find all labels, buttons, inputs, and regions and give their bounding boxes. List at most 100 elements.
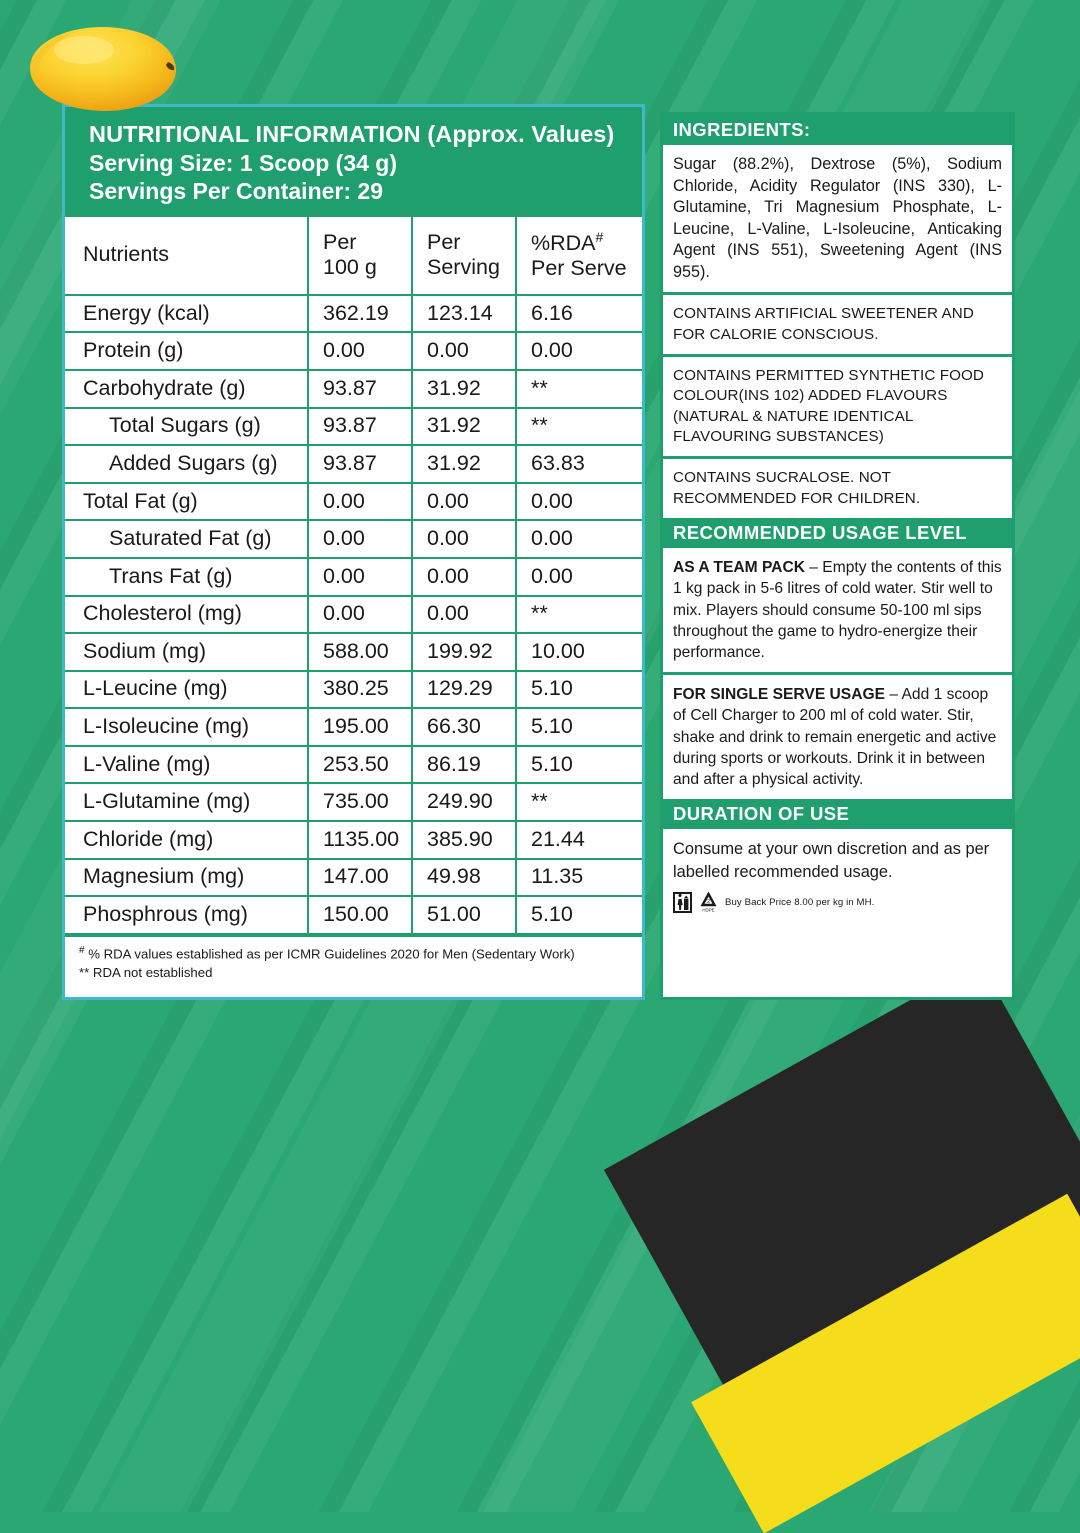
table-row: Magnesium (mg) 147.00 49.98 11.35 [65,857,642,898]
nutrient-per-serving: 31.92 [411,406,517,447]
nutrient-per-100g: 93.87 [307,444,413,484]
nutrient-per-100g: 150.00 [307,895,413,935]
nutrient-per-serving: 31.92 [411,368,517,409]
nutrient-per-100g: 735.00 [307,782,413,823]
nutrient-per-serving: 129.29 [411,669,517,710]
nutrient-rda: 6.16 [515,293,642,334]
nutrient-name: Magnesium (mg) [65,857,309,898]
table-row: Trans Fat (g) 0.00 0.00 0.00 [65,556,642,597]
table-row: Total Fat (g) 0.00 0.00 0.00 [65,481,642,522]
table-row: Saturated Fat (g) 0.00 0.00 0.00 [65,519,642,559]
nutrient-per-100g: 93.87 [307,406,413,447]
nutrient-per-serving: 123.14 [411,293,517,334]
nutrient-name: L-Valine (mg) [65,744,309,785]
table-row: Carbohydrate (g) 93.87 31.92 ** [65,368,642,409]
nutrient-per-100g: 195.00 [307,707,413,747]
nutrient-per-serving: 0.00 [411,331,517,371]
ingredients-title-bar: INGREDIENTS: [663,115,1012,145]
nutrition-table: Nutrients Per 100 g Per Serving %RDA# Pe… [65,216,642,935]
nutrient-per-serving: 86.19 [411,744,517,785]
nutrient-per-100g: 0.00 [307,594,413,635]
warning-sweetener-text: CONTAINS ARTIFICIAL SWEETENER AND FOR CA… [673,305,974,343]
nutrient-rda: ** [515,368,642,409]
duration-text: Consume at your own discretion and as pe… [673,840,990,882]
recycle-hdpe-icon: 2 HDPE [700,892,717,913]
nutrient-rda: 5.10 [515,707,642,747]
nutrient-per-100g: 380.25 [307,669,413,710]
divider [663,672,1012,676]
usage-single-label: FOR SINGLE SERVE USAGE [673,686,886,704]
nutrient-rda: 0.00 [515,331,642,371]
serving-size: Serving Size: 1 Scoop (34 g) [89,149,398,176]
col-rda-superscript: # [595,228,604,245]
nutrient-rda: 5.10 [515,895,642,935]
nutrient-name: L-Glutamine (mg) [65,782,309,823]
usage-team-label: AS A TEAM PACK [673,559,805,577]
tidyman-icon [673,892,692,914]
ingredients-card: INGREDIENTS: Sugar (88.2%), Dextrose (5%… [660,112,1015,1000]
usage-team-body: – Empty the contents of this 1 kg pack i… [673,559,1002,661]
nutrition-card: NUTRITIONAL INFORMATION (Approx. Values)… [62,104,645,1000]
nutrient-per-100g: 1135.00 [307,820,413,860]
nutrient-name: Total Sugars (g) [65,406,309,447]
nutrient-per-100g: 253.50 [307,744,413,785]
nutrient-name: Total Fat (g) [65,481,309,522]
nutrient-per-serving: 249.90 [411,782,517,823]
col-rda: %RDA# Per Serve [515,216,642,296]
nutrient-name: Added Sugars (g) [65,444,309,484]
table-row: L-Valine (mg) 253.50 86.19 5.10 [65,744,642,785]
recycle-row: 2 HDPE Buy Back Price 8.00 per kg in MH. [673,892,1002,914]
usage-single-body: – Add 1 scoop of Cell Charger to 200 ml … [673,686,997,788]
col-nutrients: Nutrients [65,216,309,296]
nutrient-per-serving: 31.92 [411,444,517,484]
usage-team-block: AS A TEAM PACK – Empty the contents of t… [663,548,1012,672]
table-row: Sodium (mg) 588.00 199.92 10.00 [65,632,642,672]
usage-single-block: FOR SINGLE SERVE USAGE – Add 1 scoop of … [663,675,1012,799]
warning-sweetener-block: CONTAINS ARTIFICIAL SWEETENER AND FOR CA… [663,295,1012,354]
nutrient-name: Chloride (mg) [65,820,309,860]
usage-title-bar: RECOMMENDED USAGE LEVEL [663,518,1012,549]
warning-sucralose-text: CONTAINS SUCRALOSE. NOT RECOMMENDED FOR … [673,469,921,507]
col-per-100g: Per 100 g [307,216,413,296]
nutrient-per-serving: 51.00 [411,895,517,935]
nutrient-per-serving: 0.00 [411,594,517,635]
nutrient-rda: 21.44 [515,820,642,860]
footnote-not-established: ** RDA not established [79,965,213,981]
nutrition-table-body: Energy (kcal) 362.19 123.14 6.16 Protein (g)… [65,293,642,935]
nutrition-footnotes: # % RDA values established as per ICMR G… [65,934,642,989]
nutrient-rda: 0.00 [515,481,642,522]
nutrient-name: Phosphrous (mg) [65,895,309,935]
usage-single-text: FOR SINGLE SERVE USAGE – Add 1 scoop of … [673,684,1002,790]
nutrient-name: Saturated Fat (g) [65,519,309,559]
divider [663,354,1012,357]
nutrient-per-100g: 0.00 [307,481,413,522]
nutrient-rda: ** [515,406,642,447]
col-per-serving-line2: Serving [427,254,500,279]
usage-team-text: AS A TEAM PACK – Empty the contents of t… [673,557,1002,663]
divider [663,456,1012,460]
table-row: Cholesterol (mg) 0.00 0.00 ** [65,594,642,635]
table-row: L-Isoleucine (mg) 195.00 66.30 5.10 [65,707,642,747]
ingredients-text: Sugar (88.2%), Dextrose (5%), Sodium Chl… [673,155,1002,281]
nutrient-rda: 0.00 [515,556,642,597]
nutrient-name: Protein (g) [65,331,309,371]
col-per-serving: Per Serving [411,216,517,296]
nutrient-per-serving: 199.92 [411,632,517,672]
nutrient-rda: 10.00 [515,632,642,672]
ingredients-block: Sugar (88.2%), Dextrose (5%), Sodium Chl… [663,145,1012,292]
mango-icon [30,27,176,111]
nutrient-name: L-Leucine (mg) [65,669,309,710]
duration-title-bar: DURATION OF USE [663,799,1012,830]
footnote-hash: # [79,944,85,956]
nutrient-rda: 63.83 [515,444,642,484]
nutrient-per-serving: 0.00 [411,481,517,522]
table-row: Total Sugars (g) 93.87 31.92 ** [65,406,642,447]
table-row: L-Glutamine (mg) 735.00 249.90 ** [65,782,642,823]
nutrient-name: Sodium (mg) [65,632,309,672]
nutrition-title: NUTRITIONAL INFORMATION (Approx. Values) [89,121,615,147]
servings-per-container: Servings Per Container: 29 [89,177,383,204]
nutrient-per-100g: 0.00 [307,556,413,597]
nutrient-name: Energy (kcal) [65,293,309,334]
col-per-100g-line2: 100 g [323,254,377,279]
table-row: Energy (kcal) 362.19 123.14 6.16 [65,293,642,334]
